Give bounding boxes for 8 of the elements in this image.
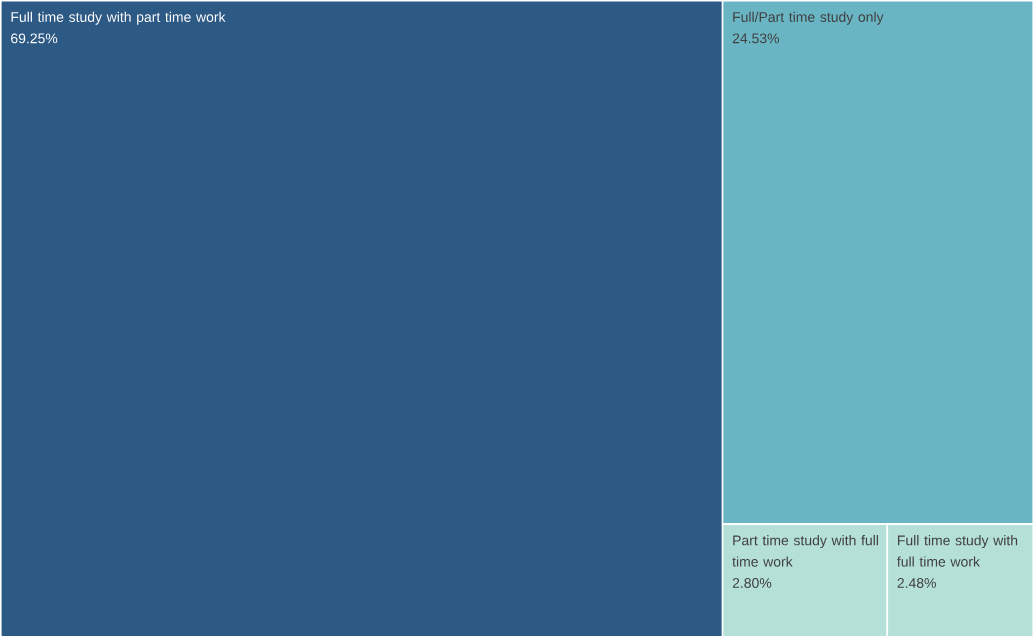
- category-label: Full time study with part time work: [11, 11, 226, 25]
- category-label: Full/Part time study only: [733, 11, 884, 25]
- category-label: Part time study with full time work: [732, 535, 878, 567]
- data-label: 2.48%: [897, 578, 936, 589]
- data-label: 69.25%: [11, 33, 58, 44]
- category-label: Full time study with full time work: [897, 535, 1018, 567]
- data-label: 24.53%: [732, 33, 780, 44]
- data-label: 2.80%: [732, 578, 772, 589]
